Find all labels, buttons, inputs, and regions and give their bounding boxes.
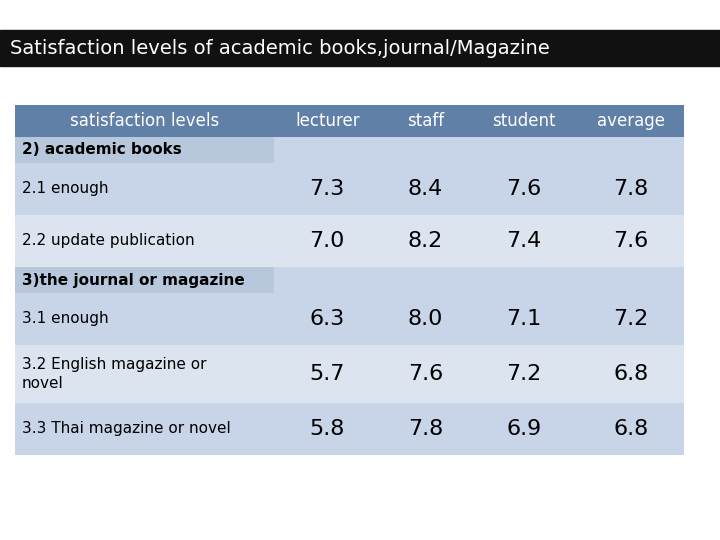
Text: satisfaction levels: satisfaction levels [70, 112, 219, 130]
Bar [381, 137, 470, 163]
Text: 3.1 enough: 3.1 enough [22, 312, 109, 327]
Text: 8.2: 8.2 [408, 231, 444, 251]
Text: 7.2: 7.2 [506, 364, 541, 384]
Text: 7.2: 7.2 [613, 309, 649, 329]
Text: 7.8: 7.8 [408, 419, 444, 439]
Bar [15, 267, 274, 293]
Text: 3.2 English magazine or
novel: 3.2 English magazine or novel [22, 357, 207, 390]
Text: 2) academic books: 2) academic books [22, 143, 181, 158]
Text: average: average [597, 112, 665, 130]
Text: 8.4: 8.4 [408, 179, 444, 199]
Text: 6.8: 6.8 [613, 364, 649, 384]
Bar [274, 163, 381, 215]
Bar [577, 215, 684, 267]
Text: 7.3: 7.3 [310, 179, 345, 199]
Bar [274, 345, 381, 403]
Bar [274, 403, 381, 455]
Bar [577, 137, 684, 163]
Bar [15, 293, 274, 345]
Bar [274, 293, 381, 345]
Text: 3.3 Thai magazine or novel: 3.3 Thai magazine or novel [22, 422, 230, 436]
Bar [470, 403, 577, 455]
Bar [274, 267, 381, 293]
Text: 6.9: 6.9 [506, 419, 541, 439]
Bar [470, 267, 577, 293]
Text: 7.8: 7.8 [613, 179, 649, 199]
Bar [470, 105, 577, 137]
Bar [381, 345, 470, 403]
Text: 7.1: 7.1 [506, 309, 541, 329]
Bar [381, 403, 470, 455]
Bar [15, 163, 274, 215]
Bar [381, 105, 470, 137]
Text: 6.8: 6.8 [613, 419, 649, 439]
Bar [470, 163, 577, 215]
Text: 7.6: 7.6 [506, 179, 541, 199]
Bar [274, 215, 381, 267]
Bar [15, 345, 274, 403]
Bar [470, 293, 577, 345]
Bar [577, 163, 684, 215]
Bar [577, 267, 684, 293]
Bar [15, 137, 274, 163]
Bar [274, 105, 381, 137]
Bar [577, 105, 684, 137]
Text: 5.8: 5.8 [310, 419, 345, 439]
Bar [274, 137, 381, 163]
Text: 7.6: 7.6 [408, 364, 444, 384]
Text: Satisfaction levels of academic books,journal/Magazine: Satisfaction levels of academic books,jo… [10, 38, 550, 57]
Text: 7.6: 7.6 [613, 231, 649, 251]
Bar [470, 215, 577, 267]
Text: 7.4: 7.4 [506, 231, 541, 251]
Bar [381, 293, 470, 345]
Bar [381, 215, 470, 267]
Bar [381, 163, 470, 215]
Bar [577, 293, 684, 345]
Text: 6.3: 6.3 [310, 309, 345, 329]
Bar [15, 403, 274, 455]
Text: 8.0: 8.0 [408, 309, 444, 329]
Bar [15, 105, 274, 137]
Bar [470, 137, 577, 163]
Text: 2.2 update publication: 2.2 update publication [22, 233, 194, 248]
Bar [470, 345, 577, 403]
Bar [15, 215, 274, 267]
Text: 5.7: 5.7 [310, 364, 345, 384]
Text: 7.0: 7.0 [310, 231, 345, 251]
Bar [577, 345, 684, 403]
Text: student: student [492, 112, 556, 130]
Text: lecturer: lecturer [295, 112, 359, 130]
Text: 3)the journal or magazine: 3)the journal or magazine [22, 273, 245, 287]
Bar [0, 30, 720, 66]
Bar [381, 267, 470, 293]
Text: staff: staff [407, 112, 444, 130]
Bar [577, 403, 684, 455]
Text: 2.1 enough: 2.1 enough [22, 181, 109, 197]
